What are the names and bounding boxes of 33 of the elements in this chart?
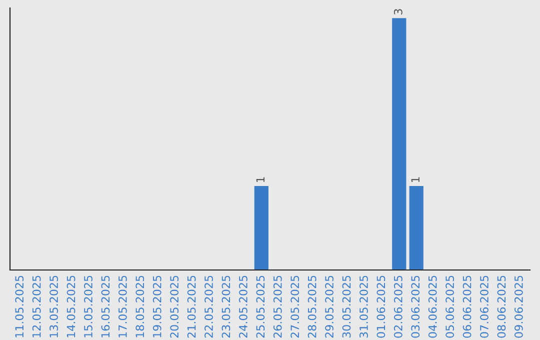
x-tick-label: 08.06.2025: [497, 276, 506, 338]
x-tick-label: 02.06.2025: [394, 276, 402, 338]
x-tick-label: 12.05.2025: [32, 276, 41, 338]
x-tick-label: 21.05.2025: [187, 276, 196, 338]
x-tick-label: 07.06.2025: [480, 276, 488, 338]
x-tick-label: 18.05.2025: [136, 276, 144, 338]
x-tick-label: 11.05.2025: [15, 276, 24, 338]
data-label: 1: [256, 177, 264, 182]
x-tick-label: 30.05.2025: [342, 276, 351, 338]
x-tick-label: 31.05.2025: [360, 276, 368, 338]
x-tick-label: 22.05.2025: [204, 276, 213, 338]
x-tick-label: 24.05.2025: [238, 276, 248, 338]
x-tick-label: 06.06.2025: [462, 276, 472, 338]
x-tick-label: 28.05.2025: [308, 276, 316, 338]
x-tick-label: 19.05.2025: [152, 276, 162, 338]
x-tick-label: 17.05.2025: [118, 276, 127, 338]
x-tick-label: 25.05.2025: [256, 276, 265, 338]
x-tick-label: 26.05.2025: [273, 276, 282, 338]
x-tick-label: 04.06.2025: [428, 276, 437, 338]
x-tick-label: 03.06.2025: [411, 276, 420, 338]
x-tick-label: 14.05.2025: [66, 276, 76, 338]
data-label: 3: [394, 9, 402, 14]
x-tick-label: 20.05.2025: [170, 276, 179, 338]
x-tick-label: 27.05.2025: [290, 276, 300, 338]
x-tick-label: 05.06.2025: [446, 276, 454, 338]
data-label: 1: [411, 177, 420, 182]
x-tick-label: 23.05.2025: [222, 276, 230, 338]
x-tick-label: 09.06.2025: [514, 276, 523, 338]
x-tick-label: 16.05.2025: [101, 276, 110, 338]
x-tick-label: 15.05.2025: [84, 276, 92, 338]
x-tick-label: 13.05.2025: [50, 276, 58, 338]
x-tick-label: 01.06.2025: [376, 276, 386, 338]
x-tick-label: 29.05.2025: [325, 276, 334, 338]
